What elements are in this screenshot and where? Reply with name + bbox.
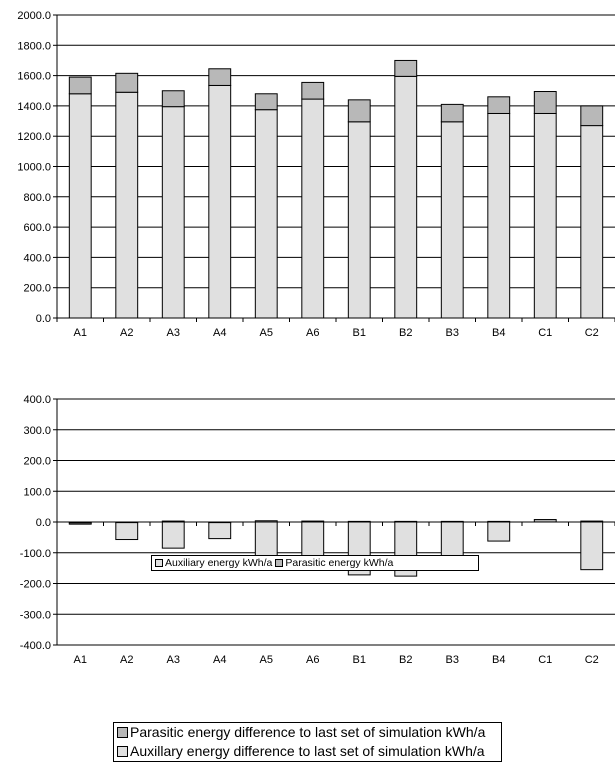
y-tick-label: -200.0 [20, 579, 51, 591]
bar-C2-series-1 [580, 105, 604, 127]
legend-label-auxiliary: Auxiliary energy kWh/a [165, 557, 273, 569]
x-tick-label: A2 [120, 327, 133, 339]
x-tick-label: A5 [260, 327, 273, 339]
bar-A3-series-1 [161, 521, 185, 549]
y-tick-label: 1200.0 [17, 131, 51, 143]
bar-A6-series-1 [301, 81, 325, 100]
x-tick-label: C2 [585, 654, 599, 666]
y-tick-label: 200.0 [23, 456, 51, 468]
x-tick-label: B4 [492, 327, 505, 339]
legend-item-auxiliary: Auxiliary energy kWh/a [155, 557, 272, 569]
legend-item-parasitic: Parasitic energy kWh/a [275, 557, 393, 569]
legend-swatch-parasitic-diff [117, 727, 128, 738]
legend-label-auxiliary-diff: Auxillary energy difference to last set … [130, 743, 485, 759]
stacked-energy-chart: 0.0 200.0 400.0 600.0 800.0 1000.0 1200.0 1400.… [17, 10, 615, 339]
y-tick-label: 200.0 [23, 283, 51, 295]
bar-A4-series-1 [208, 68, 232, 86]
x-tick-label: C1 [538, 327, 552, 339]
y-tick-label: 1600.0 [17, 71, 51, 83]
y-tick-label: 300.0 [23, 425, 51, 437]
x-tick-label: A5 [260, 654, 273, 666]
y-tick-label: 1800.0 [17, 40, 51, 52]
x-tick-label: A1 [74, 654, 87, 666]
x-tick-label: A4 [213, 654, 226, 666]
bar-B1-series-1 [347, 99, 371, 123]
x-tick-label: A1 [74, 327, 87, 339]
y-tick-label: 0.0 [36, 313, 51, 325]
legend-swatch-auxiliary [155, 559, 163, 567]
x-tick-label: A6 [306, 654, 319, 666]
legend-swatch-auxiliary-diff [117, 746, 128, 757]
legend-item-auxiliary-diff: Auxillary energy difference to last set … [117, 742, 485, 761]
y-tick-label: 0.0 [36, 517, 51, 529]
bar-B3-series-1 [440, 103, 464, 123]
bar-A1-series-1 [68, 522, 92, 525]
bar-C2-series-1 [580, 521, 604, 571]
y-tick-label: 400.0 [23, 252, 51, 264]
x-tick-label: B3 [446, 654, 459, 666]
chart1-legend: Auxiliary energy kWh/a Parasitic energy … [151, 555, 479, 571]
bar-A2-series-1 [115, 522, 139, 541]
x-tick-label: B4 [492, 654, 505, 666]
y-tick-label: 600.0 [23, 222, 51, 234]
bar-C1-series-1 [533, 91, 557, 114]
bar-B4-series-1 [487, 521, 511, 542]
x-tick-label: B3 [446, 327, 459, 339]
y-tick-label: 1400.0 [17, 101, 51, 113]
legend-label-parasitic: Parasitic energy kWh/a [285, 557, 394, 569]
x-tick-label: A2 [120, 654, 133, 666]
bar-A5-series-1 [254, 93, 278, 111]
legend-item-parasitic-diff: Parasitic energy difference to last set … [117, 723, 485, 742]
y-tick-label: 100.0 [23, 486, 51, 498]
x-tick-label: A6 [306, 327, 319, 339]
bar-B4-series-1 [487, 96, 511, 114]
x-tick-label: B1 [353, 327, 366, 339]
x-tick-label: C1 [538, 654, 552, 666]
bar-A2-series-1 [115, 72, 139, 93]
y-tick-label: 1000.0 [17, 162, 51, 174]
x-tick-label: B2 [399, 327, 412, 339]
y-tick-label: -300.0 [20, 609, 51, 621]
y-tick-label: 2000.0 [17, 10, 51, 22]
legend-label-parasitic-diff: Parasitic energy difference to last set … [130, 724, 486, 740]
x-tick-label: A3 [167, 327, 180, 339]
y-tick-label: 800.0 [23, 192, 51, 204]
bar-B3-series-1 [440, 521, 464, 558]
y-tick-label: -100.0 [20, 548, 51, 560]
bar-A1-series-1 [68, 76, 92, 95]
x-tick-label: C2 [585, 327, 599, 339]
legend-swatch-parasitic [275, 559, 284, 567]
bar-B2-series-1 [394, 59, 418, 77]
bar-A3-series-1 [161, 90, 185, 108]
x-tick-label: A3 [167, 654, 180, 666]
x-tick-label: A4 [213, 327, 226, 339]
bar-A4-series-1 [208, 522, 232, 540]
chart2-legend: Parasitic energy difference to last set … [113, 722, 502, 762]
x-tick-label: B2 [399, 654, 412, 666]
y-tick-label: -400.0 [20, 640, 51, 652]
x-tick-label: B1 [353, 654, 366, 666]
y-tick-label: 400.0 [23, 394, 51, 406]
